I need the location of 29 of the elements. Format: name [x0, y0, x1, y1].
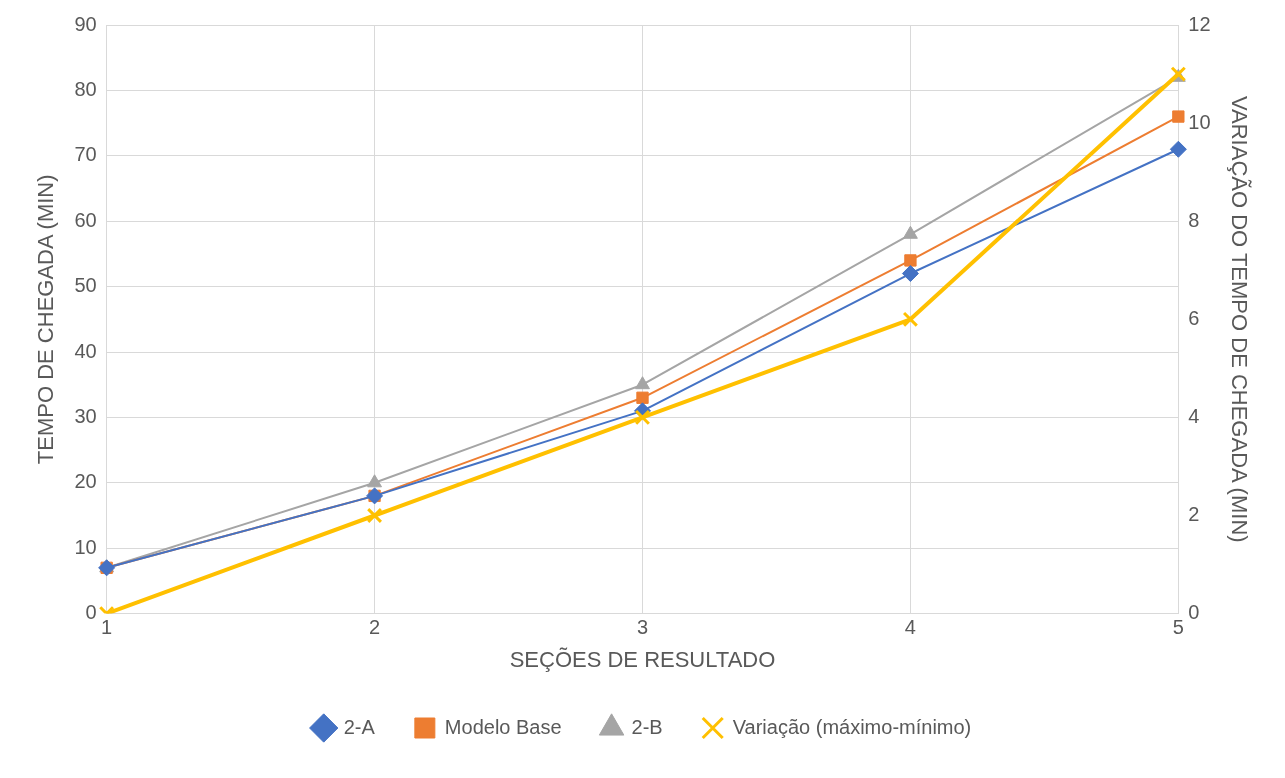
y2-tick-label: 4 [1188, 404, 1200, 427]
y-tick-label: 40 [74, 339, 97, 362]
x-tick-label: 3 [636, 616, 649, 639]
x-tick-label: 5 [1172, 616, 1184, 639]
y-tick-label: 30 [74, 404, 97, 427]
legend-label: Modelo Base [444, 715, 562, 738]
y-tick-label: 20 [74, 470, 97, 493]
y2-tick-label: 10 [1188, 110, 1211, 133]
y2-tick-label: 0 [1188, 601, 1200, 624]
y-tick-label: 90 [74, 12, 97, 35]
y-axis-title: TEMPO DE CHEGADA (MIN) [33, 174, 59, 465]
legend-label: 2-A [343, 715, 376, 738]
x-axis-title: SEÇÕES DE RESULTADO [509, 646, 776, 672]
y-tick-label: 50 [74, 274, 97, 297]
legend-label: Variação (máximo-mínimo) [732, 715, 972, 738]
y2-tick-label: 12 [1188, 12, 1211, 35]
x-tick-label: 1 [101, 616, 113, 639]
y-tick-label: 60 [74, 208, 97, 231]
y-tick-label: 70 [74, 143, 97, 166]
y2-tick-label: 2 [1188, 503, 1200, 526]
y-tick-label: 0 [85, 601, 97, 624]
y2-tick-label: 6 [1188, 306, 1200, 329]
y-tick-label: 10 [74, 535, 97, 558]
y2-axis-title: VARIAÇÃO DO TEMPO DE CHEGADA (MIN) [1226, 96, 1252, 543]
y2-tick-label: 8 [1188, 208, 1200, 231]
x-tick-label: 2 [369, 616, 381, 639]
y-tick-label: 80 [74, 77, 97, 100]
x-tick-label: 4 [904, 616, 916, 639]
legend-label: 2-B [631, 715, 663, 738]
